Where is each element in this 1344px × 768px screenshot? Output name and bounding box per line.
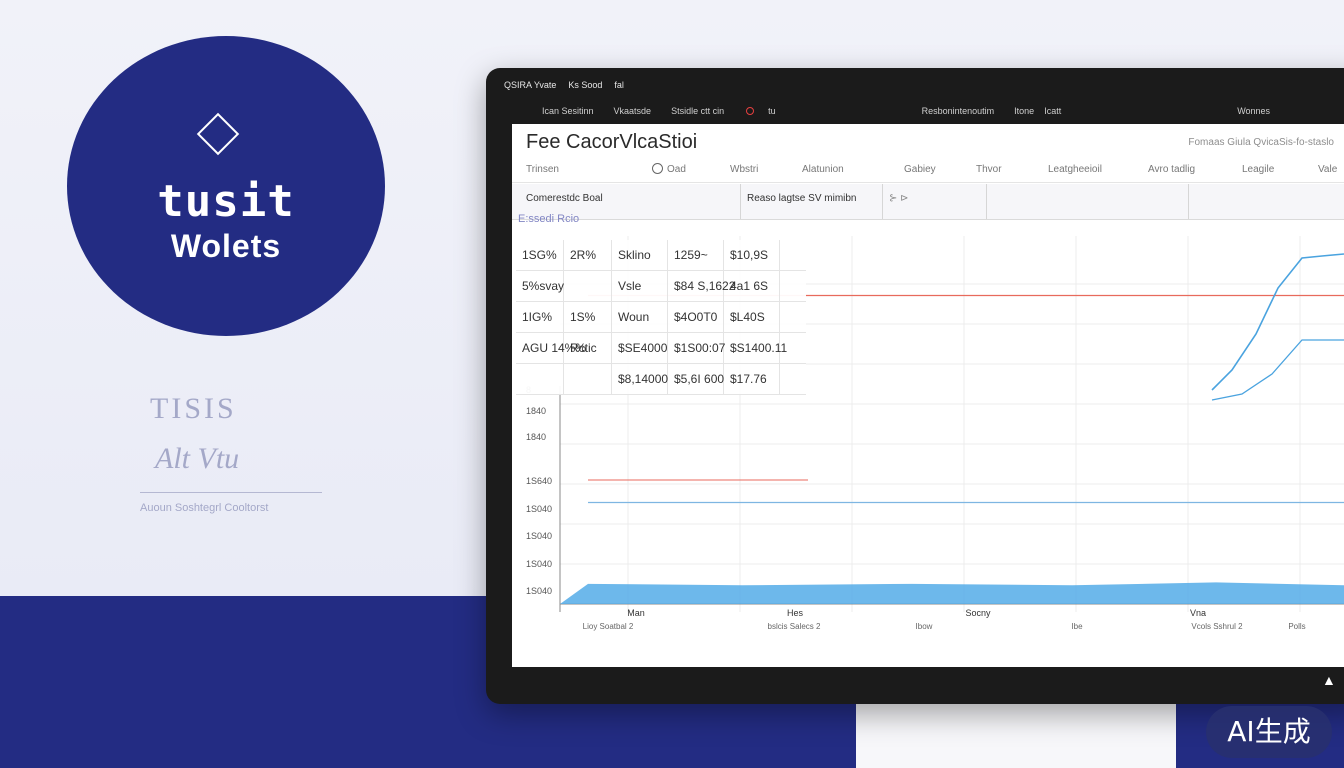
- table-cell: $1S00:07: [668, 333, 725, 363]
- x-sub-label: bslcis Salecs 2: [768, 622, 821, 631]
- table-cell: $SE4000: [612, 333, 668, 363]
- series-line: [1211, 253, 1344, 391]
- ai-generated-badge: AI生成: [1206, 706, 1332, 758]
- x-sub-label: Lioy Soatbal 2: [583, 622, 634, 631]
- y-tick-label: 1S040: [526, 504, 552, 514]
- y-tick-label: 1840: [526, 432, 546, 442]
- series-line: [1211, 339, 1344, 401]
- table-cell: $10,9S: [724, 240, 780, 270]
- table-cell: 1IG%: [516, 302, 564, 332]
- table-cell: $L40S: [724, 302, 780, 332]
- column-header[interactable]: Leatgheeioil: [1048, 164, 1102, 175]
- divider: [140, 492, 322, 493]
- diamond-icon: [196, 112, 240, 156]
- table-cell: $4O0T0: [668, 302, 724, 332]
- menu-item[interactable]: Icatt: [1044, 106, 1062, 116]
- area-series: [560, 582, 1344, 604]
- column-header[interactable]: Oad: [667, 164, 686, 175]
- menu-item[interactable]: Resbonintenoutim: [921, 106, 995, 116]
- menu-item[interactable]: Ican Sesitinn: [542, 106, 594, 116]
- table-row[interactable]: AGU 14%% Rctic $SE4000 $1S00:07 $S1400.1…: [516, 333, 806, 364]
- x-tick-label: Vna: [1190, 608, 1206, 618]
- table-cell: 5%svay: [516, 271, 564, 301]
- brand-logo: tusit Wolets: [67, 36, 385, 336]
- monitor-titlebar: QSIRA Yvate Ks Sood fal: [504, 80, 624, 90]
- table-cell: 4a1 6S: [724, 271, 780, 301]
- table-cell: $8,14000: [612, 364, 668, 394]
- table-row[interactable]: 1SG% 2R% Sklino 1259~ $10,9S: [516, 240, 806, 271]
- table-cell: $5,6I 600: [668, 364, 724, 394]
- column-header[interactable]: Alatunion: [802, 164, 844, 175]
- table-row[interactable]: 1IG% 1S% Woun $4O0T0 $L40S: [516, 302, 806, 333]
- y-tick-label: 1840: [526, 406, 546, 416]
- column-header[interactable]: Thvor: [976, 164, 1002, 175]
- titlebar-item[interactable]: Ks Sood: [568, 80, 603, 90]
- logo-line2: Wolets: [170, 228, 282, 264]
- x-tick-label: Hes: [787, 608, 804, 618]
- column-header[interactable]: Avro tadlig: [1148, 164, 1196, 175]
- app-title: Fee CacorVlcaStioi: [526, 131, 698, 153]
- table-cell: Woun: [612, 302, 668, 332]
- menu-item[interactable]: Vkaatsde: [613, 106, 652, 116]
- app-screen: Fee CacorVlcaStioi Fomaas Giula QvicaSis…: [512, 124, 1344, 667]
- background-stand: [856, 700, 1176, 768]
- logo-line1: tusit: [157, 176, 295, 227]
- titlebar-item[interactable]: QSIRA Yvate: [504, 80, 557, 90]
- table-cell: Sklino: [612, 240, 668, 270]
- selected-row: Comerestdc Boal Reaso lagtse SV mimibn ⊱…: [512, 184, 1344, 220]
- menu-item[interactable]: Wonnes: [1237, 106, 1271, 116]
- line-chart: 8184018401S6401S0401S0401S0401S040ManHes…: [526, 236, 1344, 631]
- table-row[interactable]: $8,14000 $5,6I 600 $17.76: [516, 364, 806, 395]
- table-cell: $S1400.11: [724, 333, 787, 363]
- data-table: 1SG% 2R% Sklino 1259~ $10,9S 5%svay Vsle…: [516, 240, 806, 395]
- table-cell: Vsle: [612, 271, 668, 301]
- side-caption: Auoun Soshtegrl Cooltorst: [140, 502, 269, 514]
- menubar: Ican Sesitinn Vkaatsde Stsidle ctt cin t…: [512, 100, 1344, 122]
- column-header[interactable]: Trinsen: [526, 164, 559, 175]
- row-cell[interactable]: [987, 184, 1189, 219]
- column-header[interactable]: Vale: [1318, 164, 1338, 175]
- table-cell: 1SG%: [516, 240, 564, 270]
- titlebar-item[interactable]: fal: [614, 80, 624, 90]
- table-cell: [564, 364, 612, 394]
- y-tick-label: 1S040: [526, 586, 552, 596]
- table-cell: [516, 364, 564, 394]
- table-cell: 1S%: [564, 302, 612, 332]
- app-title-right: Fomaas Giula QvicaSis-fo-staslo: [1188, 137, 1334, 148]
- section-label: E:ssedi Rcio: [518, 213, 580, 225]
- row-cell[interactable]: Reaso lagtse SV mimibn: [741, 184, 883, 219]
- x-sub-label: Ibe: [1071, 622, 1083, 631]
- menu-item[interactable]: Itone: [1014, 106, 1035, 116]
- arrow-icon[interactable]: ⊱ ⊳: [883, 184, 987, 219]
- table-cell: [564, 271, 612, 301]
- record-icon[interactable]: [746, 107, 755, 115]
- table-cell: 1259~: [668, 240, 724, 270]
- column-header[interactable]: Wbstri: [730, 164, 759, 175]
- x-sub-label: Vcols Sshrul 2: [1191, 622, 1243, 631]
- table-cell: $17.76: [724, 364, 780, 394]
- x-sub-label: Ibow: [916, 622, 933, 631]
- table-cell: Rctic: [564, 333, 612, 363]
- row-cell[interactable]: [1189, 184, 1344, 219]
- x-tick-label: Man: [627, 608, 645, 618]
- row-cell[interactable]: Comerestdc Boal: [512, 184, 741, 219]
- menu-item[interactable]: Stsidle ctt cin: [671, 106, 725, 116]
- table-cell: 2R%: [564, 240, 612, 270]
- x-tick-label: Socny: [965, 608, 991, 618]
- side-title: TISIS: [150, 392, 237, 425]
- column-header[interactable]: Leagile: [1242, 164, 1275, 175]
- menu-item[interactable]: tu: [768, 106, 776, 116]
- x-sub-label: Polls: [1288, 622, 1305, 631]
- column-header[interactable]: Gabiey: [904, 164, 936, 175]
- side-subtitle: Alt Vtu: [155, 442, 240, 475]
- table-cell: AGU 14%%: [516, 333, 586, 363]
- y-tick-label: 1S040: [526, 531, 552, 541]
- radio-icon[interactable]: [652, 163, 663, 174]
- table-cell: $84 S,1622: [668, 271, 735, 301]
- table-row[interactable]: 5%svay Vsle $84 S,1622 4a1 6S: [516, 271, 806, 302]
- triangle-icon: ▲: [1322, 672, 1336, 688]
- column-header-bar: Trinsen Oad Wbstri Alatunion Gabiey Thvo…: [512, 158, 1344, 183]
- y-tick-label: 1S040: [526, 559, 552, 569]
- y-tick-label: 1S640: [526, 476, 552, 486]
